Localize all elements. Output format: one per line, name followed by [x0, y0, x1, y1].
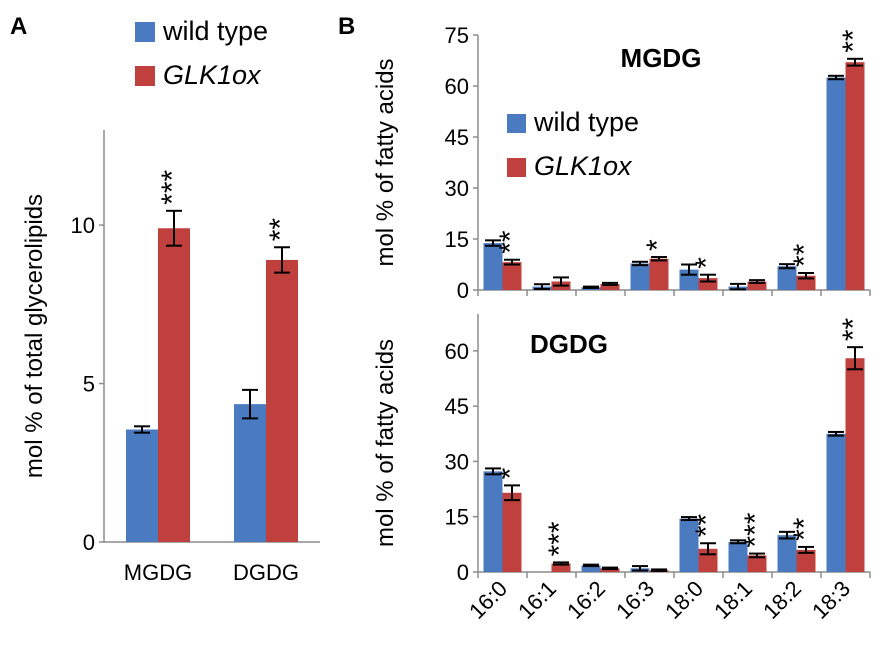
panel-b-mgdg-title: MGDG	[621, 43, 702, 73]
panel-b-dgdg-bar-glk1ox	[600, 568, 620, 572]
panel-b-letter: B	[338, 13, 355, 40]
panel-a-x-tick-label: MGDG	[124, 560, 192, 585]
panel-b-dgdg-bar-glk1ox	[502, 492, 522, 572]
panel-b-dgdg-bar-wild-type	[826, 433, 846, 572]
panel-b-mgdg-y-tick-label: 75	[445, 23, 469, 48]
panel-a-legend-swatch-wild-type	[135, 22, 155, 42]
panel-b-mgdg-y-tick-label: 15	[445, 227, 469, 252]
panel-b-dgdg-x-tick-label: 16:3	[611, 576, 659, 624]
panel-b-mgdg-significance-mark: *	[641, 239, 674, 251]
panel-b-mgdg-y-tick-label: 60	[445, 74, 469, 99]
panel-a-bar-glk1ox	[158, 228, 190, 542]
panel-a-legend-label-wild-type: wild type	[162, 16, 268, 46]
panel-b-dgdg-bar-wild-type	[483, 471, 503, 572]
panel-a-significance-mark: **	[264, 218, 297, 242]
panel-b-dgdg-x-tick-label: 18:3	[807, 576, 855, 624]
panel-a-legend-swatch-glk1ox	[135, 66, 155, 86]
panel-b-dgdg-y-tick-label: 60	[445, 339, 469, 364]
panel-b-dgdg-bar-glk1ox	[551, 563, 571, 572]
panel-b-mgdg-significance-mark: **	[837, 29, 870, 53]
panel-a-y-tick-label: 0	[83, 530, 95, 555]
panel-b-mgdg-bar-glk1ox	[747, 281, 767, 290]
panel-a-bar-glk1ox	[266, 259, 298, 542]
panel-b-mgdg-bar-wild-type	[483, 243, 503, 290]
panel-b-dgdg-significance-mark: ***	[543, 521, 576, 556]
panel-b-mgdg-significance-mark: *	[690, 257, 723, 269]
panel-b-mgdg-bar-glk1ox	[502, 262, 522, 290]
panel-b-dgdg-significance-mark: **	[837, 317, 870, 341]
panel-b-mgdg-legend-swatch-glk1ox	[507, 158, 526, 177]
panel-b-mgdg-significance-mark: **	[788, 243, 821, 267]
panel-b-dgdg-bar-glk1ox	[845, 358, 865, 572]
panel-b-dgdg-y-tick-label: 0	[457, 560, 469, 585]
panel-b-dgdg-y-tick-label: 45	[445, 394, 469, 419]
panel-a-bar-wild-type	[126, 429, 158, 542]
panel-b-mgdg-bar-glk1ox	[649, 258, 669, 290]
panel-b-dgdg-significance-mark: ***	[739, 512, 772, 547]
panel-b-mgdg-bar-glk1ox	[600, 283, 620, 290]
panel-a-x-tick-label: DGDG	[233, 560, 299, 585]
panel-a-bar-wild-type	[234, 404, 266, 542]
panel-b-mgdg-legend-swatch-wild-type	[507, 114, 526, 133]
panel-a-legend-label-glk1ox: GLK1ox	[163, 60, 262, 90]
panel-a-y-tick-label: 5	[83, 372, 95, 397]
panel-b-mgdg-legend-label-glk1ox: GLK1ox	[534, 151, 633, 181]
panel-b-dgdg-significance-mark: *	[494, 467, 527, 479]
panel-b-dgdg-bar-wild-type	[728, 541, 748, 572]
panel-b-mgdg-bar-glk1ox	[845, 62, 865, 291]
panel-b-dgdg-y-tick-label: 15	[445, 505, 469, 530]
panel-b-dgdg-x-tick-label: 18:2	[758, 576, 806, 624]
panel-b-dgdg-bar-wild-type	[581, 565, 601, 572]
panel-a-y-axis-title: mol % of total glycerolipids	[21, 194, 48, 478]
panel-b-mgdg-bar-wild-type	[826, 77, 846, 290]
panel-b-mgdg-bar-wild-type	[630, 263, 650, 290]
panel-b-mgdg-significance-mark: **	[494, 230, 527, 254]
panel-b-dgdg-significance-mark: **	[788, 517, 821, 541]
panel-b-dgdg-title: DGDG	[530, 329, 608, 359]
panel-b-mgdg-bar-glk1ox	[698, 278, 718, 290]
panel-b-mgdg-bar-wild-type	[777, 266, 797, 290]
panel-b-dgdg-bar-wild-type	[777, 535, 797, 572]
panel-b-dgdg-bar-glk1ox	[796, 549, 816, 572]
panel-b-dgdg-y-axis-title: mol % of fatty acids	[372, 339, 399, 547]
panel-b-dgdg-bar-wild-type	[679, 518, 699, 572]
panel-a-letter: A	[10, 13, 27, 40]
panel-b-mgdg-y-tick-label: 0	[457, 278, 469, 303]
panel-b-mgdg-y-tick-label: 30	[445, 176, 469, 201]
panel-b-dgdg-x-tick-label: 18:0	[660, 576, 708, 624]
panel-a-significance-mark: ***	[156, 169, 189, 204]
panel-b-mgdg-y-axis-title: mol % of fatty acids	[372, 58, 399, 266]
panel-b-dgdg-x-tick-label: 16:1	[513, 576, 561, 624]
panel-b-dgdg-y-tick-label: 30	[445, 449, 469, 474]
panel-b-mgdg-y-tick-label: 45	[445, 125, 469, 150]
panel-a-y-tick-label: 10	[71, 213, 95, 238]
panel-b-dgdg-x-tick-label: 18:1	[709, 576, 757, 624]
panel-b-dgdg-bar-glk1ox	[747, 555, 767, 572]
panel-b-mgdg-legend-label-wild-type: wild type	[533, 107, 639, 137]
panel-b-dgdg-x-tick-label: 16:0	[464, 576, 512, 624]
panel-b-dgdg-significance-mark: **	[690, 514, 723, 538]
panel-b-dgdg-x-tick-label: 16:2	[562, 576, 610, 624]
